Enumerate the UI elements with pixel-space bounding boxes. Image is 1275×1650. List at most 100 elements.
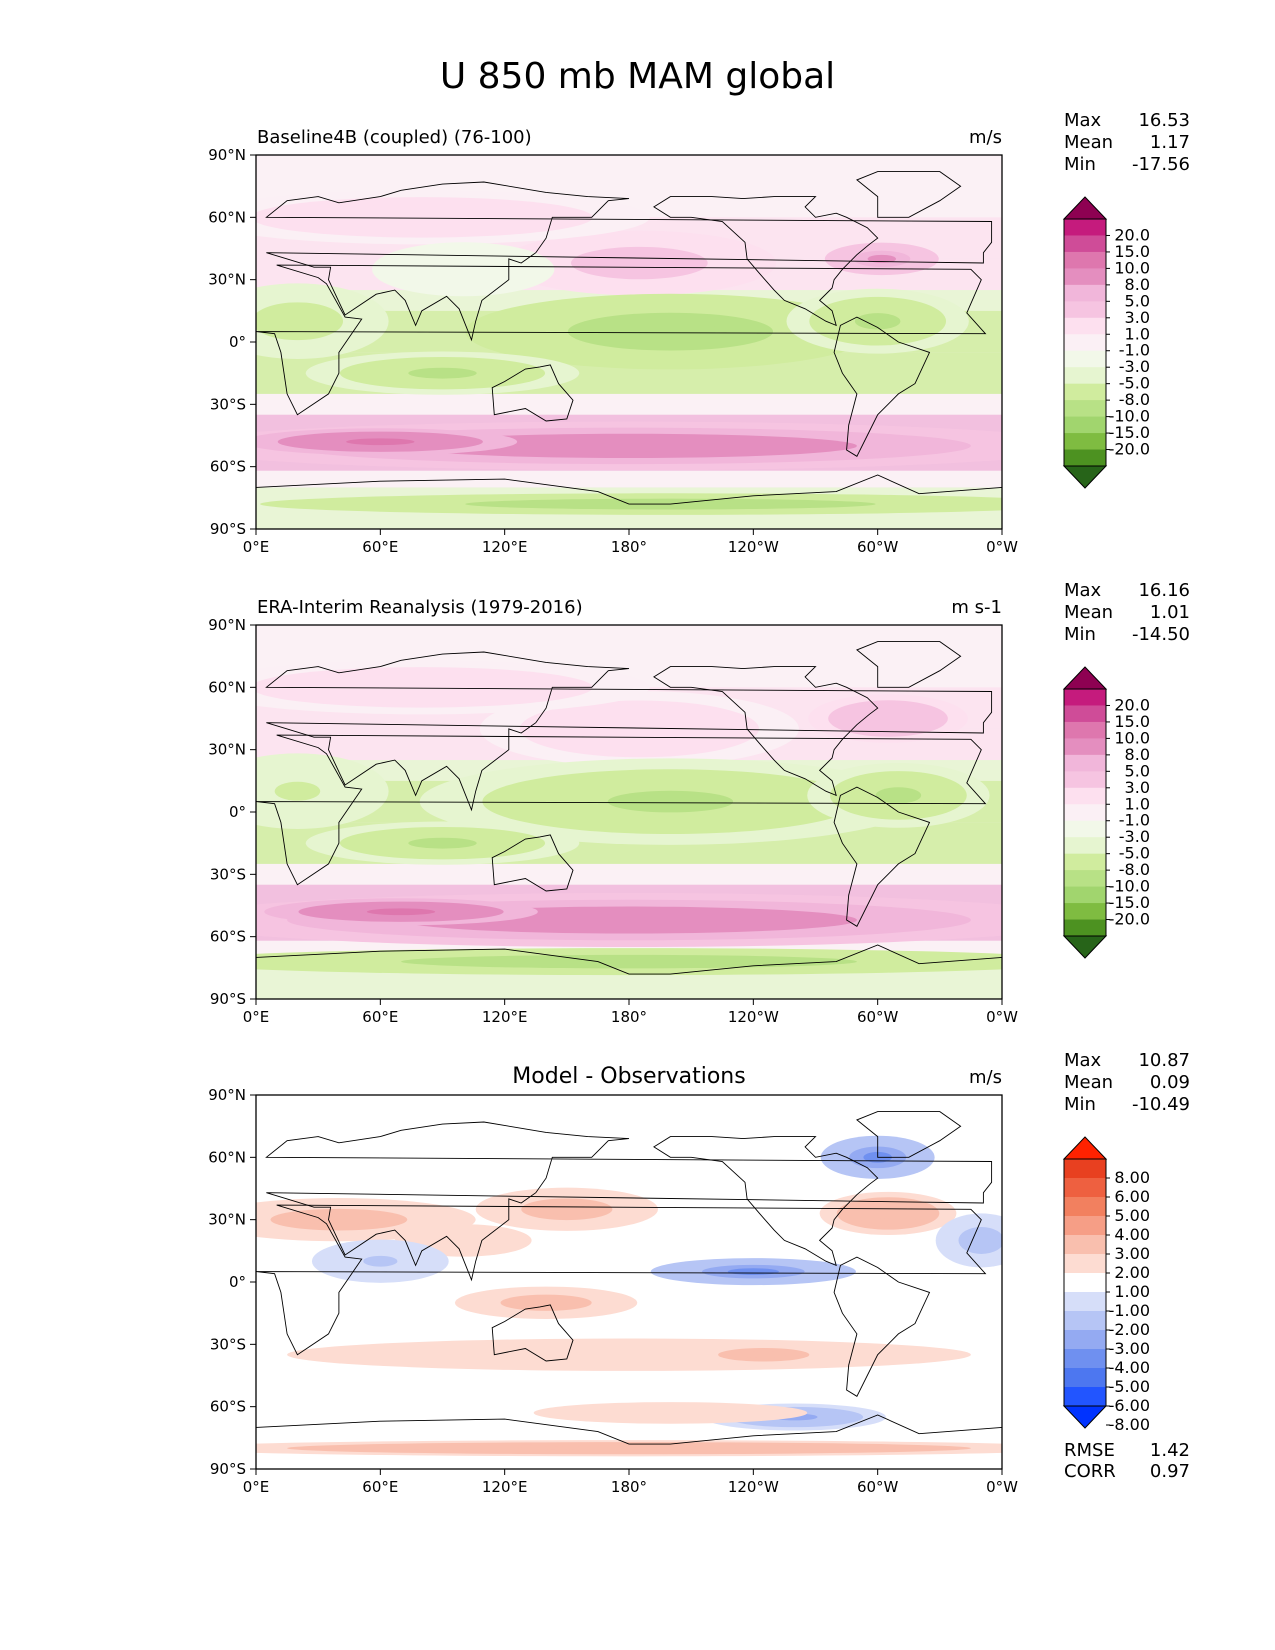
panel-title: ERA-Interim Reanalysis (1979-2016) <box>257 597 583 618</box>
contour-region <box>870 1208 906 1219</box>
stat-label: Max <box>1064 110 1102 131</box>
colorbar-tick-label: -5.0 <box>1119 374 1150 393</box>
y-tick-label: 60°N <box>208 678 246 696</box>
contour-region <box>274 311 321 331</box>
units-label: m/s <box>969 127 1002 148</box>
colorbar-tick-label: 1.0 <box>1125 794 1150 813</box>
y-tick-label: 30°S <box>210 395 246 413</box>
coastline <box>833 1256 931 1397</box>
coastline <box>265 1121 993 1282</box>
colorbar-cell <box>1064 754 1106 772</box>
coastline <box>256 944 1002 999</box>
colorbar-extend-max <box>1062 666 1108 690</box>
y-tick-label: 0° <box>229 333 246 351</box>
contour-region <box>599 719 680 739</box>
y-tick-label: 90°S <box>210 1460 246 1478</box>
colorbar-tick-label: 20.0 <box>1114 695 1150 714</box>
coastline <box>256 1414 1002 1469</box>
colorbar-cell <box>1064 1311 1106 1331</box>
y-tick-label: 60°N <box>208 208 246 226</box>
stat-label: RMSE <box>1064 1440 1115 1461</box>
zonal-band <box>256 470 1002 488</box>
stat-value: 0.09 <box>1150 1072 1190 1093</box>
x-tick-label: 180° <box>611 538 647 556</box>
colorbar-tick-label: -3.00 <box>1109 1339 1150 1358</box>
colorbar-tick-label: 10.0 <box>1114 728 1150 747</box>
stat-value: 10.87 <box>1138 1050 1190 1071</box>
colorbar-tick-label: -8.0 <box>1119 860 1150 879</box>
colorbar-tick-label: 2.00 <box>1114 1263 1150 1282</box>
colorbar-extend-min <box>1062 465 1108 489</box>
colorbar-cell <box>1064 787 1106 805</box>
y-tick-label: 30°S <box>210 1335 246 1353</box>
colorbar-tick-label: 1.0 <box>1125 324 1150 343</box>
map-panel-1: 0°E 60°E 120°E 180° 120°W 60°W 0°W 90°N 60°N 30°N… <box>208 110 1190 556</box>
coastline <box>653 196 879 327</box>
colorbar-tick-label: 5.00 <box>1114 1206 1150 1225</box>
x-tick-label: 0°E <box>243 1008 270 1026</box>
contour-region <box>364 680 479 695</box>
coastline <box>265 181 993 342</box>
colorbar-tick-label: 3.00 <box>1114 1244 1150 1263</box>
y-tick-label: 90°N <box>208 146 246 164</box>
field <box>256 1095 1002 1469</box>
contour-region <box>446 1236 481 1245</box>
colorbar-cell <box>1064 367 1106 385</box>
colorbar-cell <box>1064 334 1106 352</box>
colorbar-cell <box>1064 433 1106 451</box>
colorbar-cell <box>1064 721 1106 739</box>
colorbar-cell <box>1064 1159 1106 1179</box>
stat-value: -17.56 <box>1132 154 1190 175</box>
colorbar-tick-label: -2.00 <box>1109 1320 1150 1339</box>
contour-region <box>346 438 415 446</box>
colorbar-cell <box>1064 1197 1106 1217</box>
colorbar-tick-label: -1.00 <box>1109 1301 1150 1320</box>
contour-region <box>523 1298 569 1307</box>
stat-value: -14.50 <box>1132 624 1190 645</box>
colorbar-cell <box>1064 771 1106 789</box>
y-tick-label: 60°N <box>208 1148 246 1166</box>
colorbar-tick-label: 15.0 <box>1114 242 1150 261</box>
coastline <box>833 786 931 927</box>
coastline <box>856 171 962 218</box>
x-tick-label: 180° <box>611 1478 647 1496</box>
colorbar-extend-max <box>1062 196 1108 220</box>
units-label: m/s <box>969 1067 1002 1088</box>
x-tick-label: 120°W <box>728 538 779 556</box>
stat-label: Mean <box>1064 132 1113 153</box>
colorbar-cell <box>1064 219 1106 236</box>
y-tick-label: 60°S <box>210 458 246 476</box>
field <box>256 625 1002 999</box>
contour-region <box>875 787 922 804</box>
x-tick-label: 60°E <box>362 1478 398 1496</box>
colorbar-cell <box>1064 1387 1106 1407</box>
colorbar-tick-label: -3.0 <box>1119 827 1150 846</box>
contour-region <box>969 1233 993 1248</box>
colorbar-extend-min <box>1062 1405 1108 1429</box>
contour-region <box>274 781 321 801</box>
contour-region <box>515 1446 743 1451</box>
stat-label: Mean <box>1064 602 1113 623</box>
colorbar-tick-label: -8.0 <box>1119 390 1150 409</box>
colorbar-tick-label: 20.0 <box>1114 225 1150 244</box>
colorbar-tick-label: 3.0 <box>1125 778 1150 797</box>
colorbar-cell <box>1064 1235 1106 1255</box>
contour-region <box>515 439 743 452</box>
colorbar-tick-label: -5.0 <box>1119 844 1150 863</box>
colorbar-cell <box>1064 350 1106 368</box>
coastline <box>653 666 879 797</box>
contour-region <box>607 790 734 813</box>
zonal-band <box>256 393 1002 415</box>
contour-region <box>408 837 477 849</box>
colorbar-cell <box>1064 251 1106 269</box>
stat-label: Min <box>1064 624 1096 645</box>
field <box>256 155 1002 529</box>
contour-region <box>408 367 477 379</box>
coastline <box>256 264 987 416</box>
colorbar-tick-label: -3.0 <box>1119 357 1150 376</box>
y-tick-label: 90°N <box>208 616 246 634</box>
colorbar-cell <box>1064 903 1106 921</box>
colorbar-tick-label: 5.0 <box>1125 761 1150 780</box>
x-tick-label: 120°E <box>482 1008 528 1026</box>
x-tick-label: 0°W <box>986 1478 1018 1496</box>
